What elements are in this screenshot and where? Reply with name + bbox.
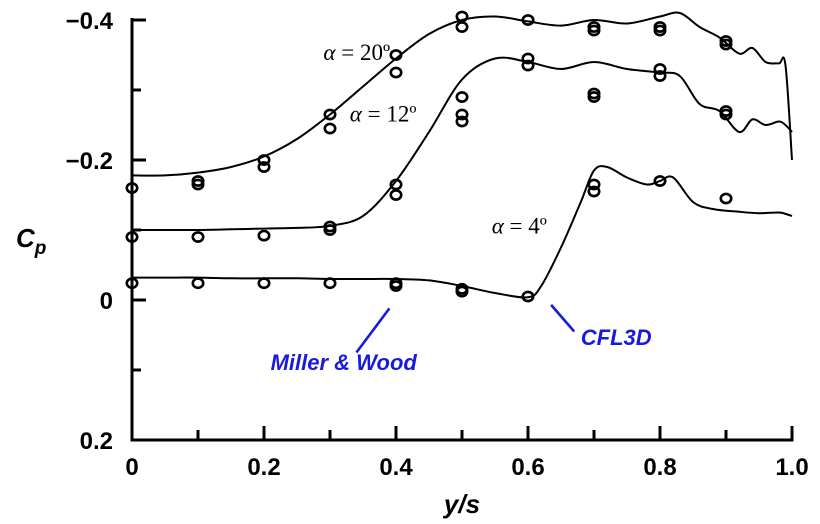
data-point xyxy=(455,285,469,298)
data-point xyxy=(323,277,337,290)
curve-label-2: α = 4º xyxy=(492,214,547,239)
x-tick-label: 0.6 xyxy=(511,454,544,481)
data-point xyxy=(125,182,139,194)
data-point xyxy=(719,192,733,205)
curve-label-greek: α xyxy=(350,102,363,127)
series-line-0 xyxy=(131,11,793,177)
data-point xyxy=(587,178,601,191)
curve-label-text: = 4º xyxy=(504,214,547,239)
data-point xyxy=(653,24,667,37)
data-point xyxy=(455,21,469,33)
data-point xyxy=(521,14,535,26)
data-point xyxy=(521,59,535,72)
annotation-label-0: Miller & Wood xyxy=(271,350,418,375)
data-point xyxy=(257,229,271,242)
data-point xyxy=(389,66,403,79)
data-point xyxy=(125,277,139,290)
data-point xyxy=(653,175,667,187)
y-tick-label: 0.2 xyxy=(80,428,113,455)
y-tick-label: −0.2 xyxy=(66,148,113,175)
annotations: Miller & Wood CFL3D xyxy=(271,304,652,375)
series-markers xyxy=(125,10,733,303)
x-tick-label: 0.8 xyxy=(643,454,676,481)
data-point xyxy=(389,280,403,292)
data-point xyxy=(257,277,271,290)
data-point xyxy=(389,189,403,201)
data-point xyxy=(455,115,469,128)
data-point xyxy=(521,290,535,303)
y-axis-title: Cp xyxy=(16,223,46,259)
data-point xyxy=(455,108,469,121)
data-point xyxy=(455,10,469,23)
data-point xyxy=(653,70,667,82)
data-point xyxy=(125,231,139,243)
data-point xyxy=(719,108,733,121)
data-point xyxy=(191,277,205,290)
data-point xyxy=(323,108,337,121)
y-tick-label: 0 xyxy=(100,288,113,315)
y-axis-title-main: C xyxy=(16,223,36,253)
data-point xyxy=(587,24,601,37)
annotation-leader-1 xyxy=(550,304,576,333)
x-axis-title: y/s xyxy=(442,489,480,519)
series-line-1 xyxy=(131,56,793,232)
curve-label-text: = 20º xyxy=(335,40,390,65)
data-point xyxy=(323,224,337,236)
annotation-label-1: CFL3D xyxy=(581,325,652,350)
data-point xyxy=(257,161,271,173)
curve-label-text: = 12º xyxy=(362,102,417,127)
data-point xyxy=(521,52,535,65)
y-tick-label: −0.4 xyxy=(66,8,114,35)
data-point xyxy=(389,49,403,61)
curve-label-0: α = 20º xyxy=(323,40,390,65)
x-tick-label: 0.2 xyxy=(247,454,280,481)
annotation-leader-0 xyxy=(355,307,391,354)
data-point xyxy=(257,154,271,166)
y-ticks: 0.2 0 −0.2 −0.4 xyxy=(66,8,146,455)
x-tick-label: 0 xyxy=(125,454,138,481)
x-tick-label: 1.0 xyxy=(775,454,808,481)
data-point xyxy=(455,91,469,103)
x-ticks: 0 0.2 0.4 0.6 0.8 1.0 xyxy=(125,426,809,481)
curve-label-1: α = 12º xyxy=(350,102,417,127)
series-line-2 xyxy=(132,165,793,299)
data-point xyxy=(191,178,205,191)
data-point xyxy=(587,91,601,103)
data-point xyxy=(719,38,733,51)
series-lines xyxy=(131,11,793,299)
x-tick-label: 0.4 xyxy=(379,454,413,481)
y-axis-title-sub: p xyxy=(34,238,47,259)
curve-label-greek: α xyxy=(323,40,336,65)
data-point xyxy=(653,63,667,75)
curve-label-greek: α xyxy=(492,214,505,239)
data-point xyxy=(191,231,205,243)
data-point xyxy=(587,185,601,198)
data-point xyxy=(323,122,337,135)
